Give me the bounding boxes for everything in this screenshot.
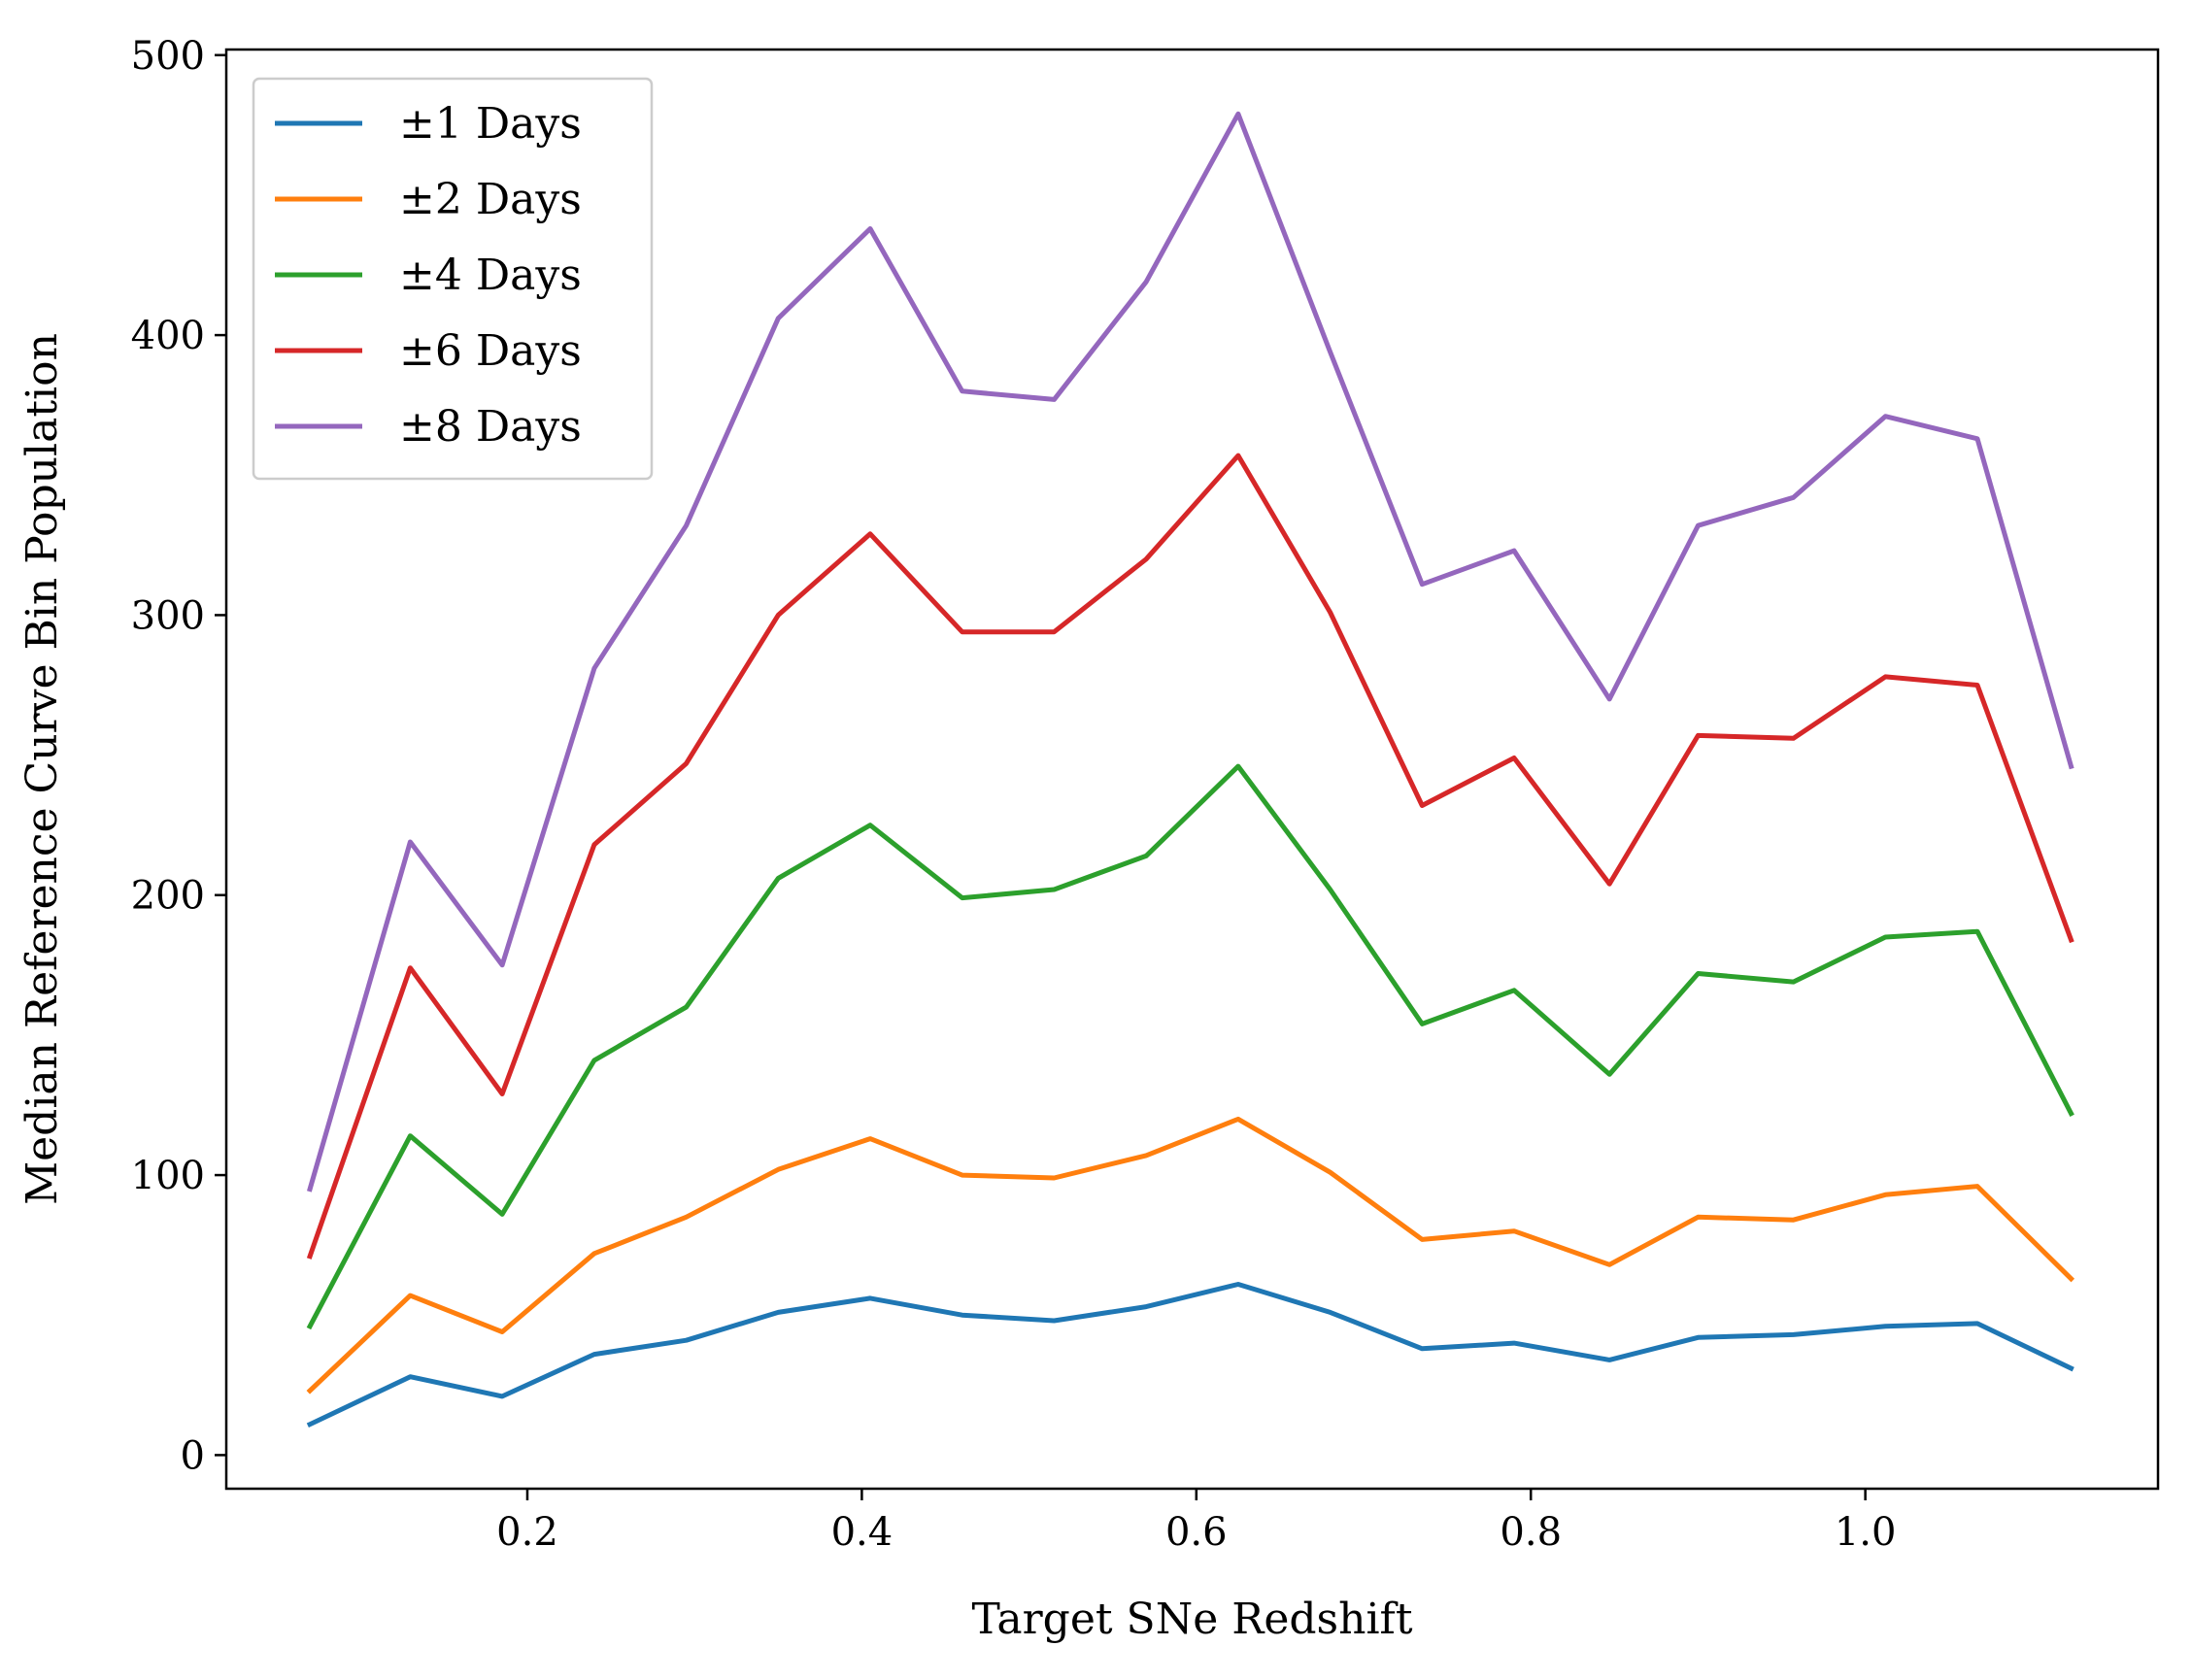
legend-box [252,77,654,481]
series-layer [306,111,2075,1428]
y-tick-label: 500 [131,34,205,79]
legend-entry: ±6 Days [399,326,582,376]
y-tick-label: 0 [181,1433,205,1478]
legend-entry: ±4 Days [399,251,582,300]
y-axis-label: Median Reference Curve Bin Population [17,333,67,1205]
x-axis: 0.2 0.4 0.6 0.8 1.0 [496,1489,1896,1555]
x-tick-label: 0.2 [496,1510,558,1555]
x-tick-label: 0.8 [1500,1510,1562,1555]
y-tick-label: 100 [131,1154,205,1198]
legend: ±1 Days ±2 Days ±4 Days ±6 Days ±8 Days [252,77,654,481]
legend-entry: ±8 Days [399,402,582,452]
series-line-3 [306,763,2074,1330]
series-line-1 [306,1282,2074,1428]
legend-entry: ±1 Days [399,99,582,149]
x-tick-label: 0.4 [831,1510,894,1555]
x-axis-label: Target SNe Redshift [971,1595,1412,1644]
y-tick-label: 300 [131,593,205,638]
x-tick-label: 0.6 [1165,1510,1228,1555]
x-tick-label: 1.0 [1835,1510,1897,1555]
y-tick-label: 400 [131,314,205,358]
y-axis: 0 100 200 300 400 500 [131,34,226,1478]
series-line-5 [307,111,2074,1193]
series-line-2 [306,1116,2075,1394]
series-line-4 [306,453,2074,1260]
legend-entry: ±2 Days [399,175,582,224]
y-tick-label: 200 [131,874,205,919]
plot-frame [224,48,2160,1491]
